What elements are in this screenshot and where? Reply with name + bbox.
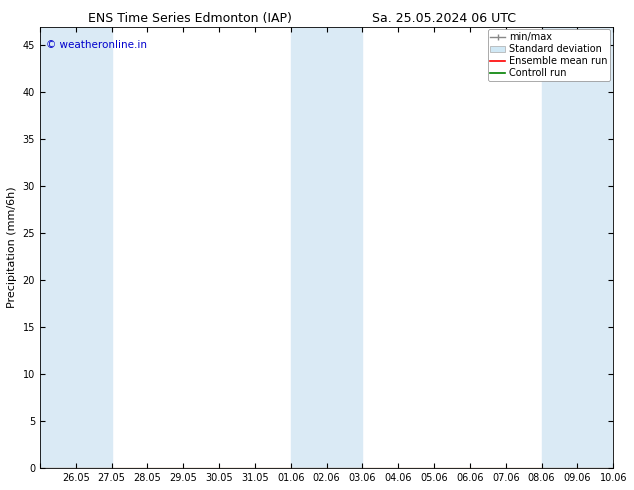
Bar bbox=[291, 26, 363, 468]
Y-axis label: Precipitation (mm/6h): Precipitation (mm/6h) bbox=[7, 187, 17, 308]
Text: Sa. 25.05.2024 06 UTC: Sa. 25.05.2024 06 UTC bbox=[372, 12, 516, 25]
Text: ENS Time Series Edmonton (IAP): ENS Time Series Edmonton (IAP) bbox=[88, 12, 292, 25]
Bar bbox=[40, 26, 112, 468]
Bar bbox=[541, 26, 613, 468]
Legend: min/max, Standard deviation, Ensemble mean run, Controll run: min/max, Standard deviation, Ensemble me… bbox=[488, 29, 611, 81]
Text: © weatheronline.in: © weatheronline.in bbox=[46, 40, 146, 50]
